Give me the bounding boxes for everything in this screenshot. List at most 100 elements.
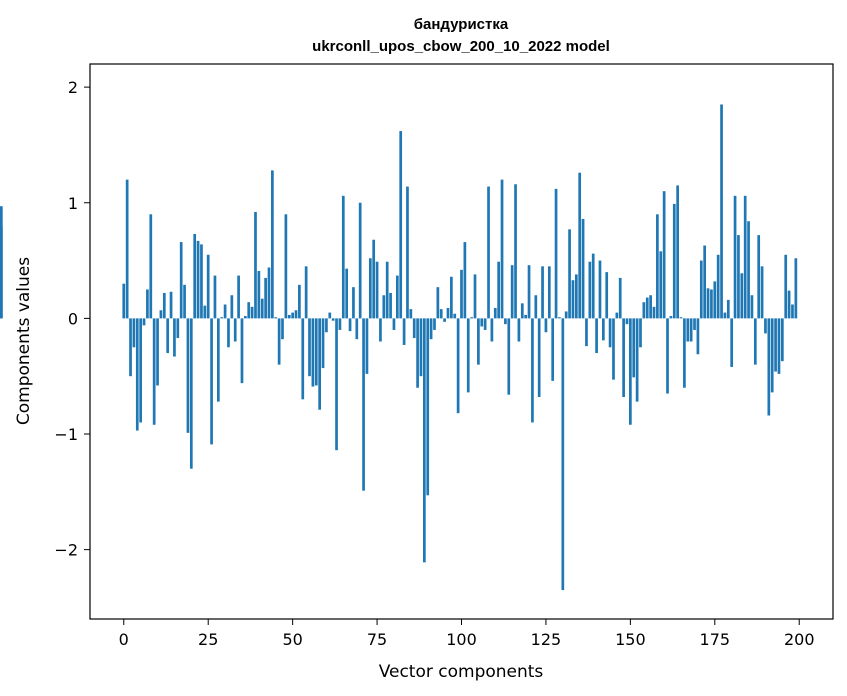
bar [753, 318, 757, 365]
bar [382, 295, 386, 319]
bar [490, 318, 494, 342]
bar [186, 318, 190, 433]
x-tick-label: 100 [446, 630, 477, 649]
bar [173, 318, 176, 357]
bar [676, 185, 679, 319]
bar [581, 218, 585, 319]
bar [169, 291, 173, 319]
bar [196, 240, 200, 319]
bar [450, 276, 453, 319]
bar [493, 307, 497, 319]
bar [642, 302, 646, 319]
bar [358, 202, 362, 319]
x-tick-label: 200 [784, 630, 815, 649]
bar [318, 318, 321, 410]
bar [446, 307, 450, 319]
bar [321, 318, 325, 369]
bar [122, 283, 126, 319]
bar [355, 318, 359, 340]
bar [372, 239, 376, 319]
bar [416, 318, 419, 388]
bar [740, 273, 744, 319]
bar [770, 318, 774, 393]
bar [352, 287, 355, 319]
bar [723, 312, 727, 319]
bar [595, 318, 598, 354]
bar [696, 318, 700, 355]
bar [679, 317, 683, 319]
bar [419, 318, 423, 377]
bar [159, 310, 163, 319]
x-tick-label: 175 [700, 630, 731, 649]
bar [733, 195, 737, 319]
bar [743, 195, 747, 319]
bar [129, 318, 132, 377]
bar [213, 275, 217, 319]
bar [669, 316, 673, 319]
y-tick-label: −2 [54, 541, 78, 560]
bar [304, 266, 308, 319]
bar [683, 318, 686, 388]
bar [716, 254, 720, 319]
bar [568, 229, 571, 319]
bar [747, 221, 750, 319]
bar [203, 305, 207, 319]
bar [750, 295, 754, 319]
bar [615, 312, 619, 319]
bar [139, 318, 143, 423]
bar [504, 318, 507, 325]
bar [149, 214, 153, 319]
bar [564, 311, 568, 319]
bar [612, 318, 615, 380]
bar [314, 318, 318, 386]
bar [554, 188, 558, 319]
bar [233, 318, 237, 342]
bar [453, 313, 457, 319]
bar [784, 254, 788, 319]
bar [477, 318, 480, 365]
bar [345, 268, 349, 319]
bar [588, 261, 592, 319]
bar [466, 318, 470, 393]
y-tick-label: −1 [54, 425, 78, 444]
bar [179, 242, 183, 319]
x-tick-label: 50 [282, 630, 302, 649]
bar [608, 318, 612, 348]
bar [520, 303, 524, 319]
bar [348, 318, 352, 332]
bar [433, 318, 436, 330]
bar [267, 267, 271, 319]
bar [541, 266, 544, 319]
bar [423, 318, 426, 563]
bar [294, 310, 298, 319]
bar [500, 179, 504, 319]
y-ticks-group: 2 1 0 −1 −2 [54, 78, 90, 560]
bar [713, 281, 717, 319]
bar [237, 275, 240, 319]
bar [152, 318, 156, 425]
bar [341, 195, 345, 319]
plot-frame [89, 63, 834, 620]
x-tick-label: 125 [531, 630, 562, 649]
bar [699, 260, 703, 319]
bar [254, 212, 257, 319]
bar [585, 318, 588, 347]
bar [406, 186, 409, 319]
bar [162, 292, 166, 319]
bar [460, 269, 463, 319]
bar [135, 318, 139, 431]
bar [483, 318, 487, 330]
bar [531, 318, 534, 423]
bar [703, 245, 707, 319]
bar [328, 312, 332, 319]
bar [439, 309, 443, 319]
bar [517, 318, 521, 342]
bar [156, 318, 159, 386]
bar [291, 312, 294, 319]
bar [274, 317, 278, 319]
bar [689, 318, 693, 342]
bar [780, 318, 784, 362]
bar [223, 304, 227, 319]
bar [395, 275, 399, 319]
